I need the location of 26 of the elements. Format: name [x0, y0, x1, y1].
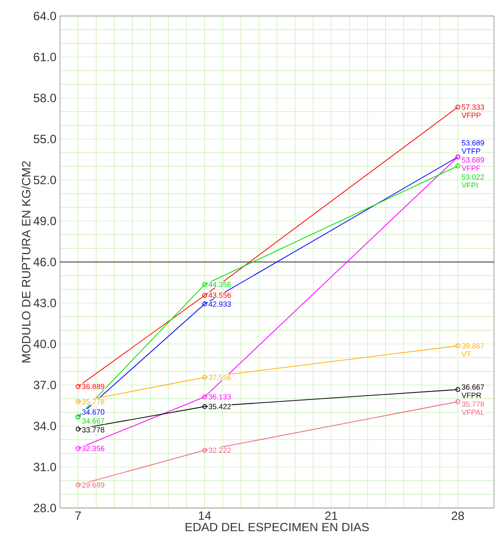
y-tick-label: 46.0 — [33, 258, 56, 266]
y-axis-title: MODULO DE RUPTURA EN KG/CM2 — [22, 161, 30, 362]
x-axis-title: EDAD DEL ESPECIMEN EN DIAS — [186, 522, 369, 532]
y-tick-label: 31.0 — [34, 462, 56, 472]
y-tick-label: 64.0 — [34, 12, 56, 20]
point — [202, 394, 208, 400]
x-tick-label: 7 — [75, 512, 81, 520]
point — [202, 293, 208, 298]
y-tick-label: 58.0 — [34, 94, 56, 102]
point — [202, 448, 208, 453]
y-tick-label: 55.0 — [34, 134, 56, 144]
y-tick-label: 52.0 — [34, 176, 56, 184]
point — [202, 282, 208, 287]
y-tick-label: 61.0 — [34, 52, 56, 62]
x-tick-label: 21 — [325, 512, 338, 520]
x-tick-label: 14 — [198, 512, 211, 520]
point — [202, 302, 208, 306]
y-tick-label: 28.0 — [34, 504, 56, 512]
x-tick-label: 28 — [452, 512, 464, 520]
point — [202, 404, 208, 409]
y-tick-label: 43.0 — [33, 298, 56, 308]
point — [202, 375, 208, 380]
y-tick-label: 49.0 — [33, 216, 56, 226]
y-tick-label: 37.0 — [34, 380, 56, 390]
y-tick-label: 40.0 — [33, 340, 56, 348]
y-tick-label: 34.0 — [34, 422, 56, 430]
